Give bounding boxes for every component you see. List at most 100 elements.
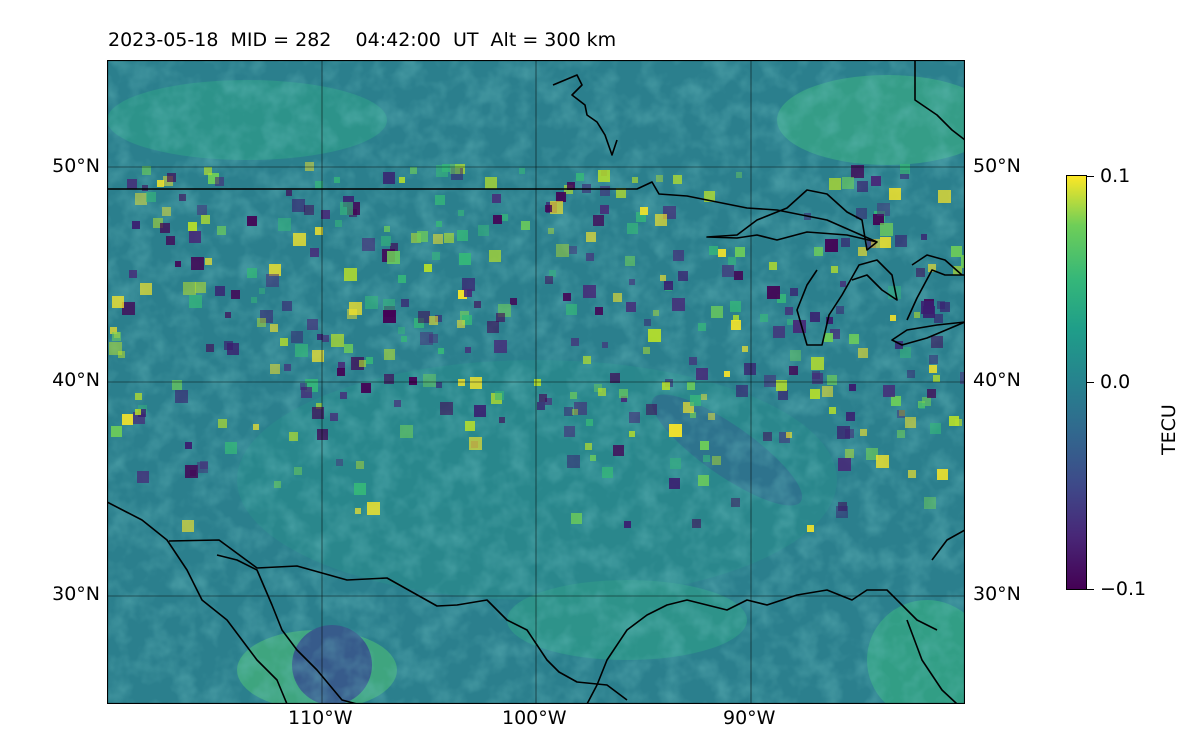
tec-outlier-pixel bbox=[678, 271, 688, 281]
tec-outlier-pixel bbox=[436, 221, 442, 227]
lat-label-50-right: 50°N bbox=[973, 155, 1021, 177]
tec-outlier-pixel bbox=[736, 385, 748, 397]
tec-outlier-pixel bbox=[923, 306, 935, 318]
tec-outlier-pixel bbox=[435, 195, 445, 205]
tec-outlier-pixel bbox=[829, 178, 841, 190]
tec-outlier-pixel bbox=[586, 253, 594, 261]
tec-outlier-pixel bbox=[689, 357, 697, 365]
tec-outlier-pixel bbox=[576, 173, 584, 181]
tec-outlier-pixel bbox=[175, 261, 181, 267]
tec-outlier-pixel bbox=[316, 403, 322, 409]
tec-outlier-pixel bbox=[673, 175, 682, 184]
tec-outlier-pixel bbox=[583, 356, 591, 364]
tec-outlier-pixel bbox=[773, 326, 785, 338]
lat-label-40-left: 40°N bbox=[52, 369, 100, 391]
tec-outlier-pixel bbox=[206, 344, 214, 352]
tec-outlier-pixel bbox=[383, 172, 395, 184]
tec-outlier-pixel bbox=[337, 368, 345, 376]
map-frame bbox=[107, 60, 965, 704]
tec-outlier-pixel bbox=[499, 417, 505, 423]
tec-outlier-pixel bbox=[701, 394, 707, 400]
tec-outlier-pixel bbox=[317, 334, 323, 340]
tec-outlier-pixel bbox=[312, 350, 324, 362]
colorbar-title: TECU bbox=[1158, 404, 1180, 455]
tec-outlier-pixel bbox=[891, 396, 901, 406]
tec-outlier-pixel bbox=[924, 497, 936, 509]
tec-outlier-pixel bbox=[359, 360, 366, 367]
tec-outlier-pixel bbox=[900, 170, 909, 179]
tec-outlier-pixel bbox=[940, 302, 950, 312]
tec-outlier-pixel bbox=[571, 513, 582, 524]
lat-label-40-right: 40°N bbox=[973, 369, 1021, 391]
tec-outlier-pixel bbox=[822, 386, 833, 397]
tec-outlier-pixel bbox=[812, 373, 823, 384]
tec-outlier-pixel bbox=[489, 250, 501, 262]
tec-outlier-pixel bbox=[889, 188, 901, 200]
tec-outlier-pixel bbox=[655, 214, 667, 226]
tec-outlier-pixel bbox=[907, 370, 915, 378]
tec-outlier-pixel bbox=[266, 274, 279, 287]
tec-outlier-pixel bbox=[349, 302, 362, 315]
tec-outlier-pixel bbox=[282, 301, 292, 311]
tec-outlier-pixel bbox=[929, 365, 937, 373]
tec-outlier-pixel bbox=[841, 238, 850, 247]
tec-outlier-pixel bbox=[590, 455, 596, 461]
tec-outlier-pixel bbox=[556, 244, 569, 257]
tec-outlier-pixel bbox=[961, 255, 965, 268]
tec-outlier-pixel bbox=[700, 441, 709, 450]
tec-outlier-pixel bbox=[409, 377, 417, 385]
tec-outlier-pixel bbox=[830, 329, 840, 339]
tec-outlier-pixel bbox=[777, 294, 786, 303]
tec-outlier-pixel bbox=[787, 319, 793, 325]
tec-outlier-pixel bbox=[462, 278, 475, 291]
tec-outlier-pixel bbox=[315, 227, 323, 235]
tec-outlier-pixel bbox=[858, 348, 868, 358]
tec-outlier-pixel bbox=[433, 234, 443, 244]
tec-outlier-pixel bbox=[914, 312, 920, 318]
lat-label-30-left: 30°N bbox=[52, 583, 100, 605]
tec-outlier-pixel bbox=[334, 177, 340, 183]
tec-outlier-pixel bbox=[458, 379, 465, 386]
tec-outlier-pixel bbox=[201, 215, 210, 224]
tec-outlier-pixel bbox=[662, 382, 670, 390]
tec-outlier-pixel bbox=[189, 295, 202, 308]
tec-outlier-pixel bbox=[880, 237, 891, 248]
tec-outlier-pixel bbox=[227, 343, 239, 355]
tec-outlier-pixel bbox=[519, 168, 525, 174]
tec-outlier-pixel bbox=[690, 412, 696, 418]
tec-outlier-pixel bbox=[362, 238, 375, 251]
tec-outlier-pixel bbox=[387, 251, 400, 264]
tec-outlier-pixel bbox=[549, 270, 556, 277]
tec-outlier-pixel bbox=[845, 449, 854, 458]
tec-outlier-pixel bbox=[344, 344, 353, 353]
tec-outlier-pixel bbox=[138, 409, 146, 417]
tec-outlier-pixel bbox=[933, 375, 940, 382]
tec-outlier-pixel bbox=[356, 461, 364, 469]
tec-outlier-pixel bbox=[811, 357, 824, 370]
tec-outlier-pixel bbox=[450, 164, 460, 174]
tec-outlier-pixel bbox=[722, 265, 734, 277]
tec-outlier-pixel bbox=[469, 437, 482, 450]
tec-outlier-pixel bbox=[895, 235, 907, 247]
tec-outlier-pixel bbox=[289, 432, 298, 441]
tec-outlier-pixel bbox=[487, 321, 499, 333]
tec-outlier-pixel bbox=[458, 210, 464, 216]
tec-outlier-pixel bbox=[629, 412, 640, 423]
tec-outlier-pixel bbox=[824, 333, 833, 342]
tec-outlier-pixel bbox=[937, 469, 948, 480]
tec-outlier-pixel bbox=[564, 426, 575, 437]
tec-outlier-pixel bbox=[669, 478, 680, 489]
tec-outlier-pixel bbox=[435, 315, 442, 322]
tec-outlier-pixel bbox=[670, 458, 681, 469]
tec-outlier-pixel bbox=[465, 347, 471, 353]
tec-outlier-pixel bbox=[464, 289, 472, 297]
tec-outlier-pixel bbox=[140, 283, 152, 295]
tec-outlier-pixel bbox=[931, 336, 943, 348]
tec-outlier-pixel bbox=[110, 327, 117, 334]
lon-label-100w: 100°W bbox=[502, 707, 567, 729]
tec-outlier-pixel bbox=[712, 456, 721, 465]
tec-outlier-pixel bbox=[204, 167, 212, 175]
tec-outlier-pixel bbox=[734, 271, 743, 280]
tec-outlier-pixel bbox=[921, 234, 927, 240]
tec-outlier-pixel bbox=[586, 232, 596, 242]
